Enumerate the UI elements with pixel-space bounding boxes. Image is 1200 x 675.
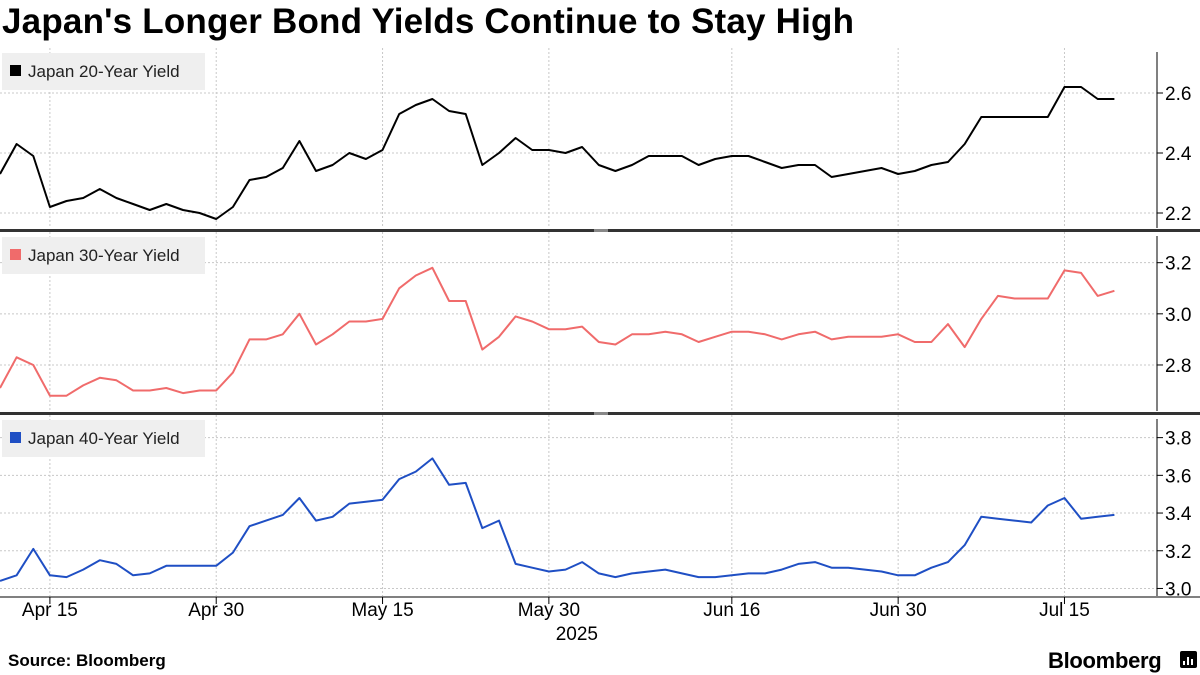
y-tick-label: 2.4 bbox=[1165, 144, 1192, 165]
legend-swatch bbox=[10, 65, 21, 76]
legend-background bbox=[2, 53, 205, 90]
y-tick-label: 3.4 bbox=[1165, 504, 1192, 525]
series-line bbox=[0, 86, 1115, 220]
x-tick-label: Jun 16 bbox=[703, 600, 760, 621]
y-tick-label: 2.6 bbox=[1165, 84, 1191, 105]
series-line bbox=[0, 266, 1115, 397]
panel-3: 3.0 3.2 3.4 3.6 3.8 Japan 40-Year Yield bbox=[0, 415, 1192, 600]
x-tick-label: Jul 15 bbox=[1039, 600, 1090, 621]
legend: Japan 20-Year Yield bbox=[2, 53, 205, 90]
legend-swatch bbox=[10, 249, 21, 260]
y-tick-label: 3.6 bbox=[1165, 466, 1191, 487]
x-tick-label: Apr 15 bbox=[22, 600, 78, 621]
x-tick-label: May 30 bbox=[518, 600, 580, 621]
y-tick-label: 3.0 bbox=[1165, 579, 1191, 600]
panel-divider-handle bbox=[594, 412, 608, 415]
series-line bbox=[0, 457, 1115, 582]
y-tick-label: 3.2 bbox=[1165, 254, 1191, 275]
legend-label: Japan 40-Year Yield bbox=[28, 429, 180, 448]
legend-swatch bbox=[10, 432, 21, 443]
y-tick-label: 2.2 bbox=[1165, 204, 1191, 225]
bar-chart-icon bbox=[1180, 651, 1197, 668]
y-tick-label: 3.8 bbox=[1165, 429, 1191, 450]
y-tick-label: 3.0 bbox=[1165, 305, 1191, 326]
legend: Japan 30-Year Yield bbox=[2, 237, 205, 274]
x-tick-label: Jun 30 bbox=[870, 600, 927, 621]
x-year-label: 2025 bbox=[556, 624, 598, 640]
x-tick-label: May 15 bbox=[351, 600, 413, 621]
source-note: Source: Bloomberg bbox=[8, 651, 166, 670]
x-tick-label: Apr 30 bbox=[188, 600, 244, 621]
legend: Japan 40-Year Yield bbox=[2, 420, 205, 457]
chart-area: 2.2 2.4 2.6 Japan 20-Year Yield 2.8 3.0 3.2 Jap… bbox=[0, 48, 1200, 640]
x-axis: Apr 15 Apr 30 May 15 May 30 Jun 16 Jun 30 Jul … bbox=[0, 596, 1200, 640]
legend-label: Japan 20-Year Yield bbox=[28, 62, 180, 81]
chart-title: Japan's Longer Bond Yields Continue to S… bbox=[2, 2, 855, 41]
legend-background bbox=[2, 420, 205, 457]
legend-background bbox=[2, 237, 205, 274]
panel-divider-handle bbox=[594, 229, 608, 232]
brand-logo: Bloomberg bbox=[1048, 648, 1162, 673]
y-tick-label: 2.8 bbox=[1165, 356, 1191, 377]
panel-2: 2.8 3.0 3.2 Japan 30-Year Yield bbox=[0, 232, 1200, 415]
legend-label: Japan 30-Year Yield bbox=[28, 246, 180, 265]
y-tick-label: 3.2 bbox=[1165, 542, 1191, 563]
panel-1: 2.2 2.4 2.6 Japan 20-Year Yield bbox=[0, 48, 1200, 232]
